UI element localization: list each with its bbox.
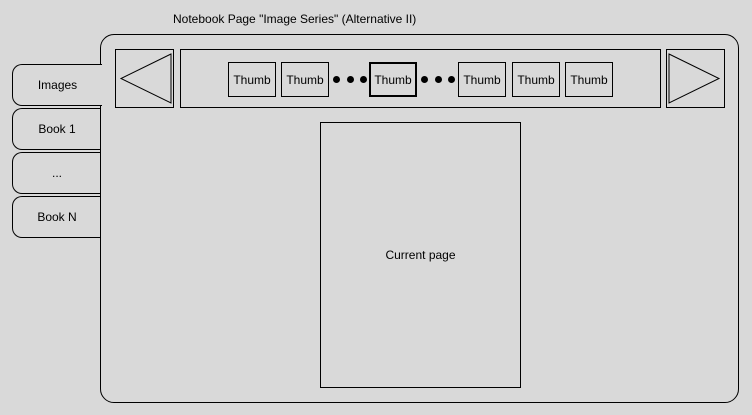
previous-button[interactable] (115, 49, 174, 108)
thumbnail[interactable]: Thumb (458, 62, 506, 97)
thumbnail[interactable]: Thumb (228, 62, 276, 97)
dots-icon (333, 72, 367, 86)
tab-book-n[interactable]: Book N (12, 196, 101, 238)
triangle-left-icon (119, 53, 172, 104)
thumbnail-selected[interactable]: Thumb (369, 62, 417, 97)
thumbnail[interactable]: Thumb (281, 62, 329, 97)
dots-icon (421, 72, 455, 86)
tab-label: Images (37, 78, 78, 92)
current-page-view: Current page (320, 122, 521, 388)
current-page-label: Current page (385, 248, 456, 262)
tab-images[interactable]: Images (12, 64, 102, 106)
tab-label: ... (51, 166, 62, 180)
tab-label: Book 1 (38, 122, 76, 136)
tab-label: Book N (37, 210, 77, 224)
thumbnail[interactable]: Thumb (565, 62, 613, 97)
tab-book-1[interactable]: Book 1 (12, 108, 101, 150)
tab-ellipsis[interactable]: ... (12, 152, 101, 194)
thumbnail[interactable]: Thumb (512, 62, 560, 97)
triangle-right-icon (668, 53, 721, 104)
next-button[interactable] (666, 49, 725, 108)
page-title: Notebook Page "Image Series" (Alternativ… (173, 12, 417, 26)
